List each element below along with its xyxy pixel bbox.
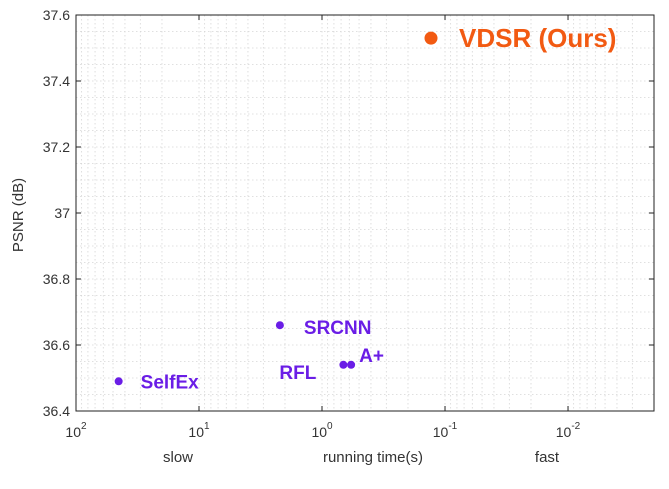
- x-annotation-slow: slow: [163, 449, 193, 466]
- point-srcnn: [275, 321, 284, 330]
- y-axis-label: PSNR (dB): [10, 178, 27, 252]
- x-tick-label: 10-2: [556, 421, 581, 440]
- x-annotation-fast: fast: [535, 449, 560, 466]
- y-tick-label: 36.6: [43, 337, 70, 353]
- data-points: SelfEx SRCNN RFL A+ VDSR (Ours): [114, 23, 616, 393]
- axes: [75, 14, 655, 412]
- point-a: [347, 360, 356, 369]
- x-tick-label: 101: [188, 421, 210, 440]
- y-tick-label: 37.6: [43, 7, 70, 23]
- point-selfex: [114, 377, 123, 386]
- x-tick-label: 102: [65, 421, 87, 440]
- y-tick-label: 36.8: [43, 271, 70, 287]
- y-tick-label: 36.4: [43, 403, 70, 419]
- tick-labels: 36.4 36.6 36.8 37 37.2 37.4 37.6 102 101 100 10-1 1…: [43, 7, 581, 440]
- point-label-srcnn: SRCNN: [304, 318, 372, 339]
- point-label-a: A+: [359, 346, 384, 367]
- point-label-vdsr-ours: VDSR (Ours): [459, 23, 616, 53]
- point-rfl: [339, 360, 348, 369]
- y-tick-label: 37.2: [43, 139, 70, 155]
- point-label-selfex: SelfEx: [141, 372, 200, 393]
- x-tick-label: 10-1: [433, 421, 458, 440]
- y-tick-label: 37.4: [43, 73, 70, 89]
- point-vdsr-ours: [424, 31, 438, 45]
- x-tick-label: 100: [311, 421, 333, 440]
- point-label-rfl: RFL: [279, 363, 316, 384]
- y-tick-label: 37: [54, 205, 70, 221]
- x-axis-label: running time(s): [323, 449, 423, 466]
